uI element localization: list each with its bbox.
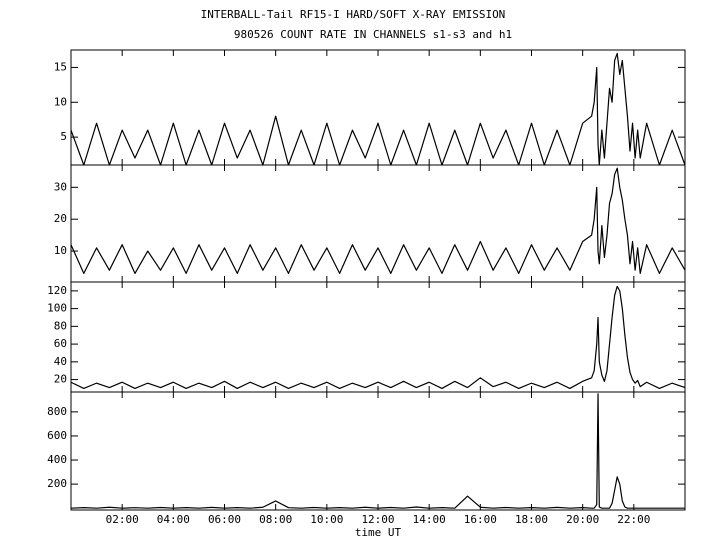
- y-tick-label: 60: [54, 337, 67, 350]
- x-tick-label: 18:00: [515, 513, 548, 526]
- panel-frame: [70, 391, 686, 511]
- chart-title: INTERBALL-Tail RF15-I HARD/SOFT X-RAY EM…: [201, 8, 506, 21]
- y-tick-label: 100: [47, 302, 67, 315]
- y-tick-label: 80: [54, 319, 67, 332]
- trace: [70, 285, 686, 390]
- y-tick-label: 15: [54, 60, 67, 73]
- y-tick-label: 5: [60, 130, 67, 143]
- x-tick-label: 02:00: [106, 513, 139, 526]
- y-tick-label: 400: [47, 453, 67, 466]
- trace: [70, 167, 686, 274]
- x-tick-label: 16:00: [464, 513, 497, 526]
- x-tick-label: 10:00: [310, 513, 343, 526]
- y-tick-label: 30: [54, 180, 67, 193]
- y-tick-label: 10: [54, 244, 67, 257]
- chart-subtitle: 980526 COUNT RATE IN CHANNELS s1-s3 and …: [234, 28, 512, 41]
- y-tick-label: 200: [47, 477, 67, 490]
- y-tick-label: 800: [47, 405, 67, 418]
- x-tick-label: 06:00: [208, 513, 241, 526]
- trace: [70, 52, 686, 166]
- x-tick-label: 20:00: [566, 513, 599, 526]
- x-tick-label: 22:00: [617, 513, 650, 526]
- y-tick-label: 20: [54, 373, 67, 386]
- y-tick-label: 120: [47, 284, 67, 297]
- y-tick-label: 40: [54, 355, 67, 368]
- trace: [70, 393, 685, 509]
- x-tick-label: 14:00: [413, 513, 446, 526]
- x-tick-label: 08:00: [259, 513, 292, 526]
- x-axis-label: time UT: [355, 526, 402, 539]
- y-tick-label: 10: [54, 95, 67, 108]
- y-tick-label: 20: [54, 212, 67, 225]
- y-tick-label: 600: [47, 429, 67, 442]
- x-tick-label: 04:00: [157, 513, 190, 526]
- x-tick-label: 12:00: [361, 513, 394, 526]
